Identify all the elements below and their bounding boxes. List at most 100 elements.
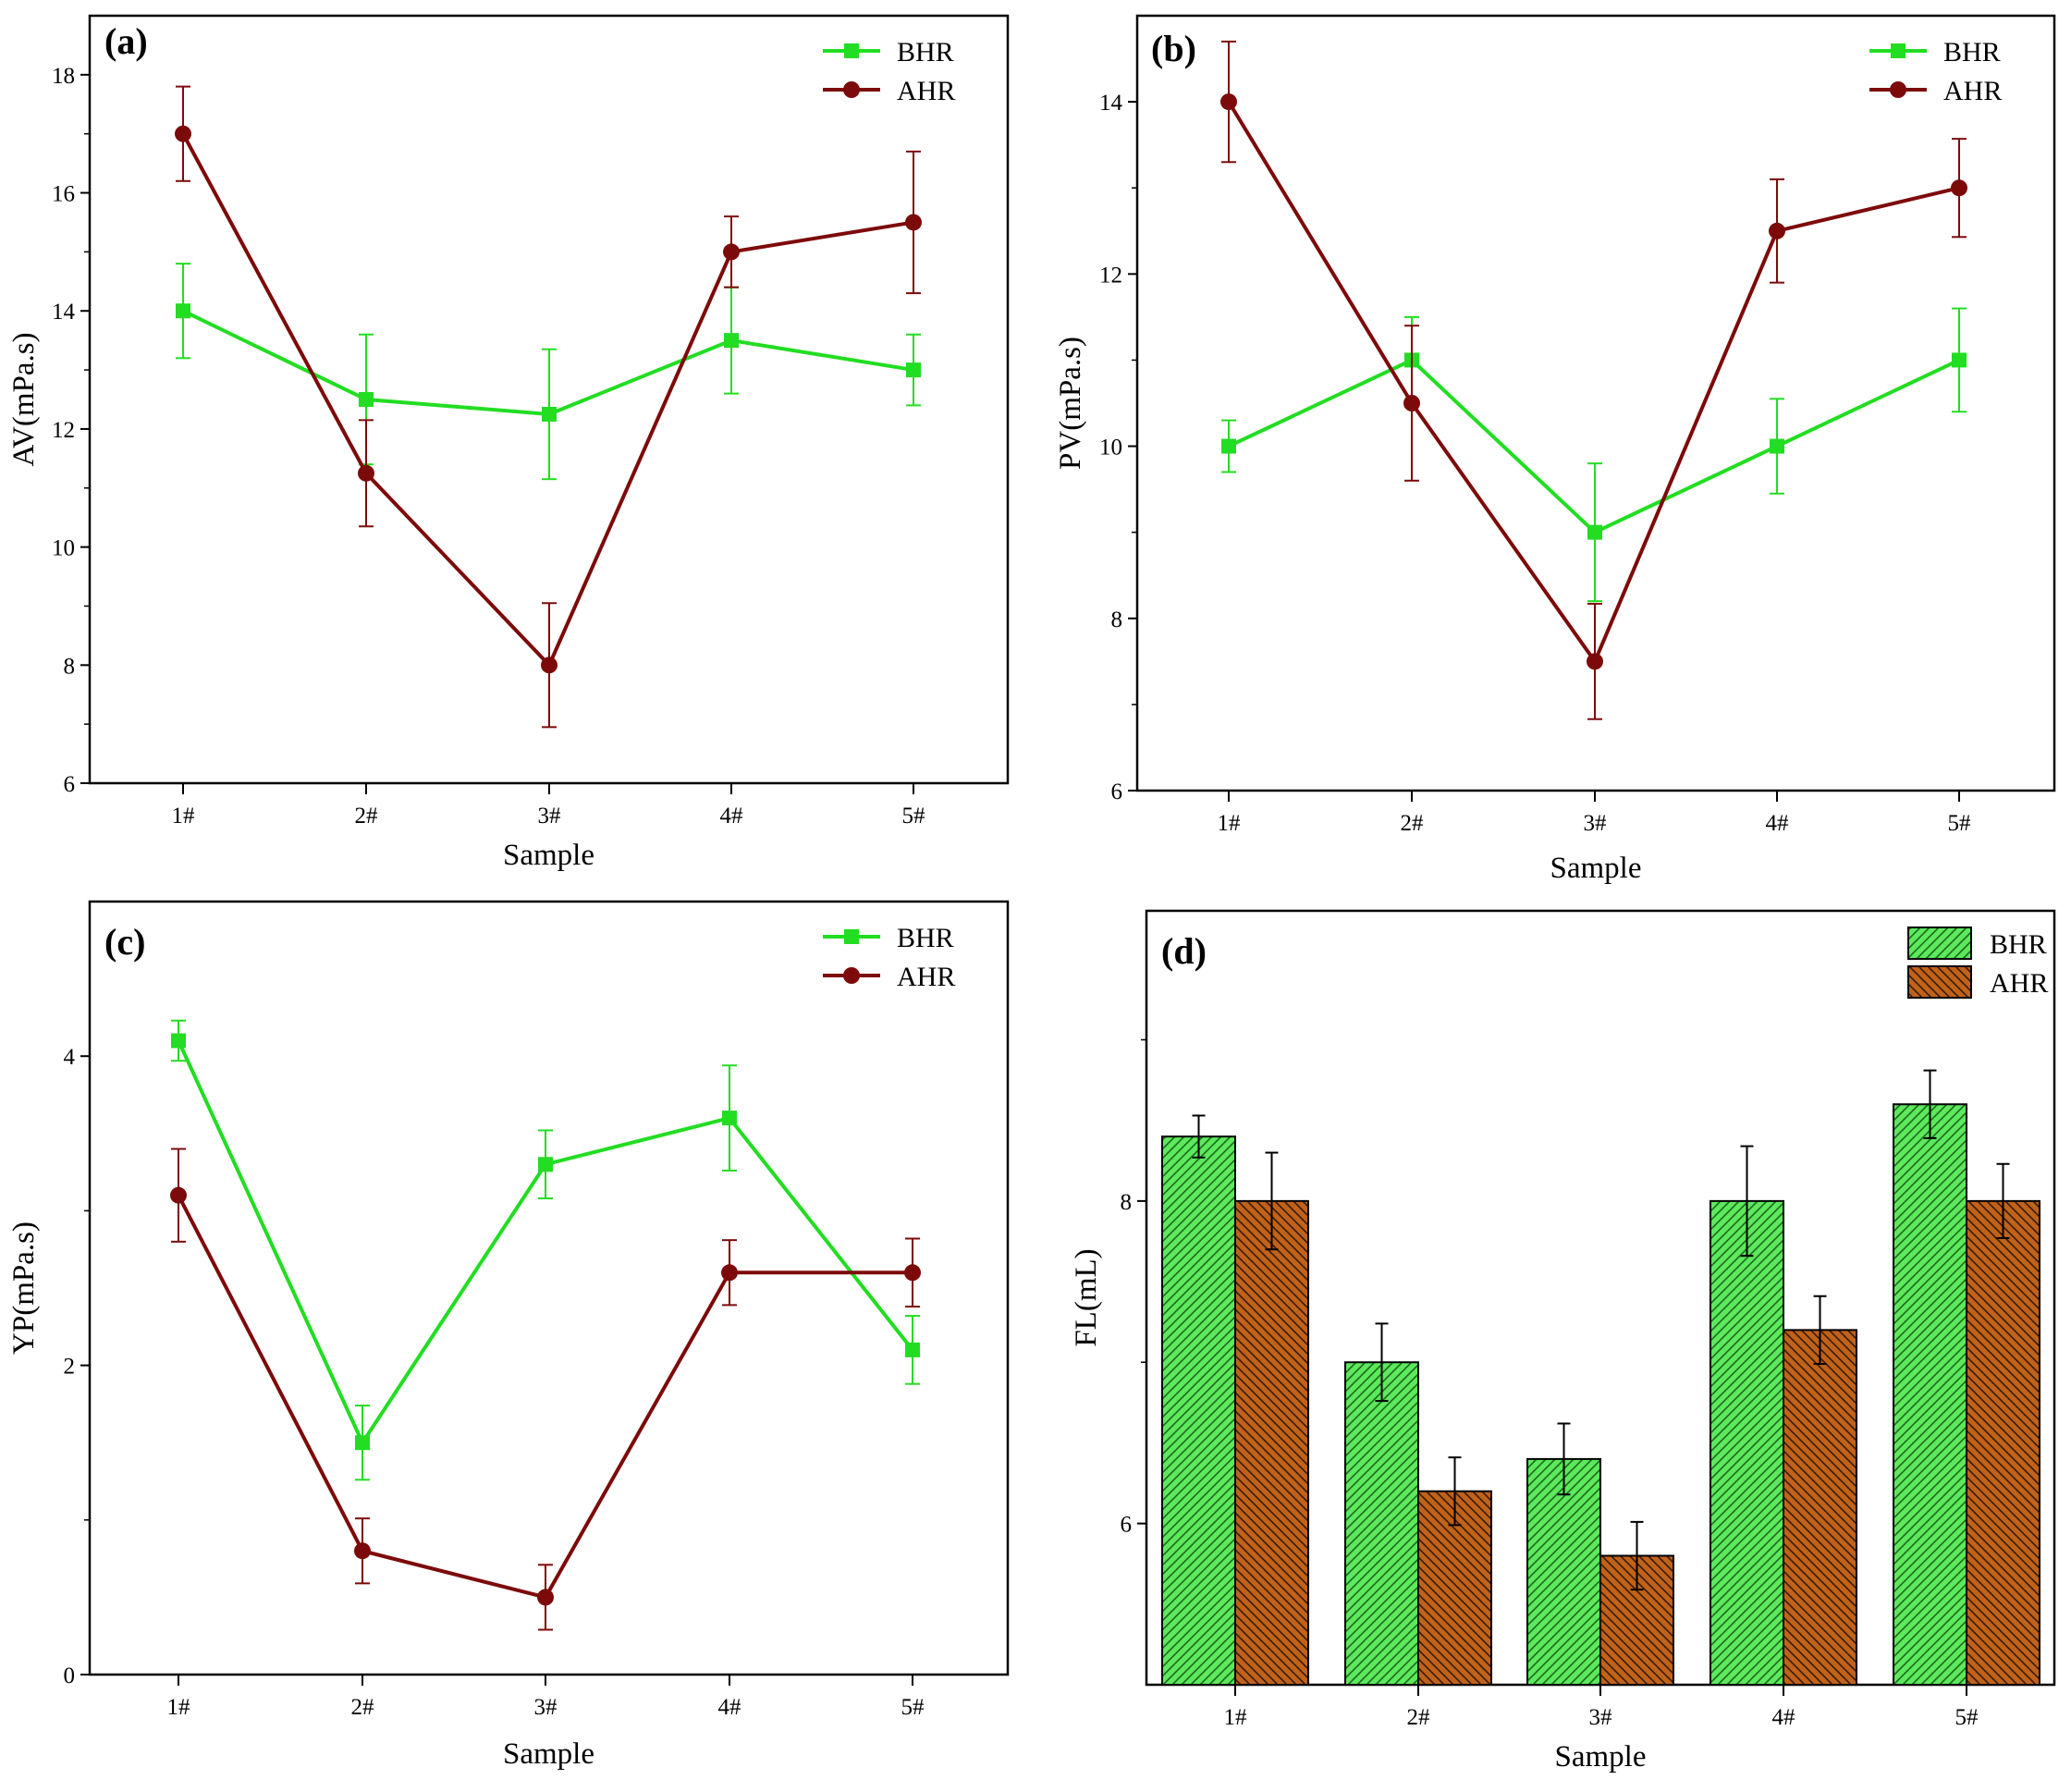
legend-label: BHR [1990,929,2047,960]
panel-label: (b) [1151,28,1196,69]
legend-marker [1890,81,1906,98]
data-point [1952,352,1967,368]
data-point [542,406,557,422]
data-point [176,303,190,319]
bar [1344,1361,1419,1686]
y-tick-label: 0 [64,1663,76,1688]
y-tick-label: 6 [1121,1513,1133,1538]
series-line [177,1039,914,1447]
data-point [904,1264,921,1282]
series-ahr [170,1148,921,1631]
bar [1526,1457,1601,1686]
y-tick-label: 10 [1099,436,1122,460]
x-axis-label: Sample [503,1737,594,1771]
legend-label: BHR [1943,37,2001,68]
data-point [906,362,921,378]
series-bhr [1221,307,1967,603]
x-tick-label: 1# [1224,1705,1248,1730]
y-tick-label: 2 [64,1355,76,1380]
data-point [171,1033,186,1049]
data-point [905,214,922,231]
y-tick-label: 12 [1099,263,1122,288]
data-point [170,1186,187,1204]
bar [1783,1329,1857,1686]
legend-item-bhr: BHR [1869,37,2001,68]
bar [1709,1199,1784,1686]
y-axis-label: YP(mPa.s) [7,1221,41,1355]
x-tick-label: 1# [172,804,196,828]
x-tick-label: 5# [1948,811,1972,836]
series-bhr [176,263,921,481]
x-tick-label: 4# [1772,1705,1796,1730]
legend-marker [844,43,859,58]
x-tick-label: 3# [1584,811,1608,836]
x-tick-label: 4# [720,804,744,828]
legend-marker [843,967,860,984]
x-tick-label: 2# [355,804,379,828]
data-point [722,1111,737,1126]
y-tick-label: 8 [1111,608,1123,632]
x-tick-label: 5# [1955,1705,1979,1730]
x-tick-label: 4# [1766,811,1790,836]
data-point [721,1264,738,1282]
chart-panel-c: 0 2 4 1# 2# 3# 4# 5# Sample YP(mPa.s) (c) BHR AHR [7,900,1010,1771]
data-point [1403,395,1420,411]
legend-item-ahr: AHR [1907,965,2048,999]
panel-label: (d) [1161,930,1207,972]
y-tick-label: 6 [1111,779,1123,804]
data-point [905,1342,920,1357]
legend-label: AHR [897,76,955,106]
legend-marker [843,81,860,98]
panel-label: (c) [104,921,145,963]
legend-label: BHR [897,37,954,68]
y-axis-label: FL(mL) [1070,1248,1103,1346]
x-tick-label: 2# [1407,1705,1431,1730]
y-tick-label: 8 [1121,1190,1133,1215]
y-tick-label: 14 [1099,91,1123,116]
x-axis-label: Sample [1555,1740,1647,1774]
data-point [358,464,374,482]
panel-label: (a) [104,20,148,62]
y-axis-label: AV(mPa.s) [7,332,41,466]
y-axis-label: PV(mPa.s) [1054,337,1087,470]
data-point [723,243,740,261]
data-point [1221,438,1236,454]
y-tick-label: 4 [64,1045,76,1070]
series-ahr [1220,40,1967,720]
data-point [1769,222,1785,239]
x-tick-label: 1# [167,1695,191,1720]
bar [1234,1199,1309,1686]
data-point [538,1157,553,1172]
x-tick-label: 2# [1401,811,1425,836]
x-tick-label: 1# [1218,811,1242,836]
y-tick-label: 8 [64,654,76,679]
data-point [541,657,558,674]
legend-item-bhr: BHR [823,37,954,68]
bar [1161,1135,1236,1686]
x-tick-label: 4# [718,1695,742,1720]
series-ahr [175,85,922,729]
y-tick-label: 12 [52,418,75,443]
series-line [177,1194,913,1600]
x-tick-label: 3# [534,1695,558,1720]
data-point [355,1435,370,1451]
y-tick-label: 16 [52,182,75,207]
x-tick-label: 3# [1589,1705,1613,1730]
legend-marker [844,929,859,944]
data-point [537,1589,554,1606]
data-point [1587,524,1602,540]
legend-swatch [1907,927,1972,960]
x-tick-label: 3# [538,804,562,828]
data-point [359,392,374,407]
legend-label: AHR [1943,76,2002,106]
legend-label: AHR [897,962,955,992]
y-tick-label: 18 [52,64,75,89]
x-axis-label: Sample [1550,852,1642,885]
legend-item-ahr: AHR [823,76,955,106]
y-tick-label: 10 [52,536,75,561]
data-point [354,1542,371,1560]
y-tick-label: 14 [52,300,76,325]
legend-item-ahr: AHR [823,962,955,992]
data-point [1951,179,1967,197]
